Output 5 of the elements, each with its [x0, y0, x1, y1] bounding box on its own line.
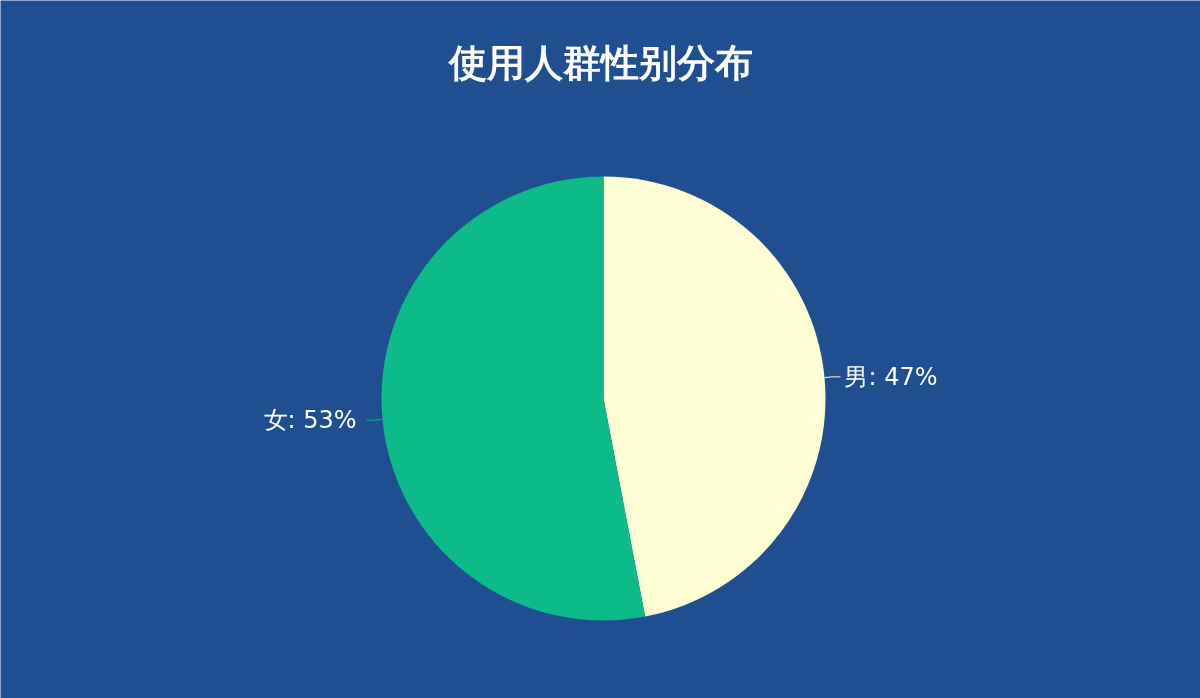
data-label: : 53% — [287, 406, 357, 435]
data-label: : 47% — [868, 362, 938, 391]
slice-label: 男 — [844, 362, 869, 391]
slice-label: 女 — [263, 406, 288, 435]
chart-title: 使用人群性别分布 — [446, 40, 753, 85]
